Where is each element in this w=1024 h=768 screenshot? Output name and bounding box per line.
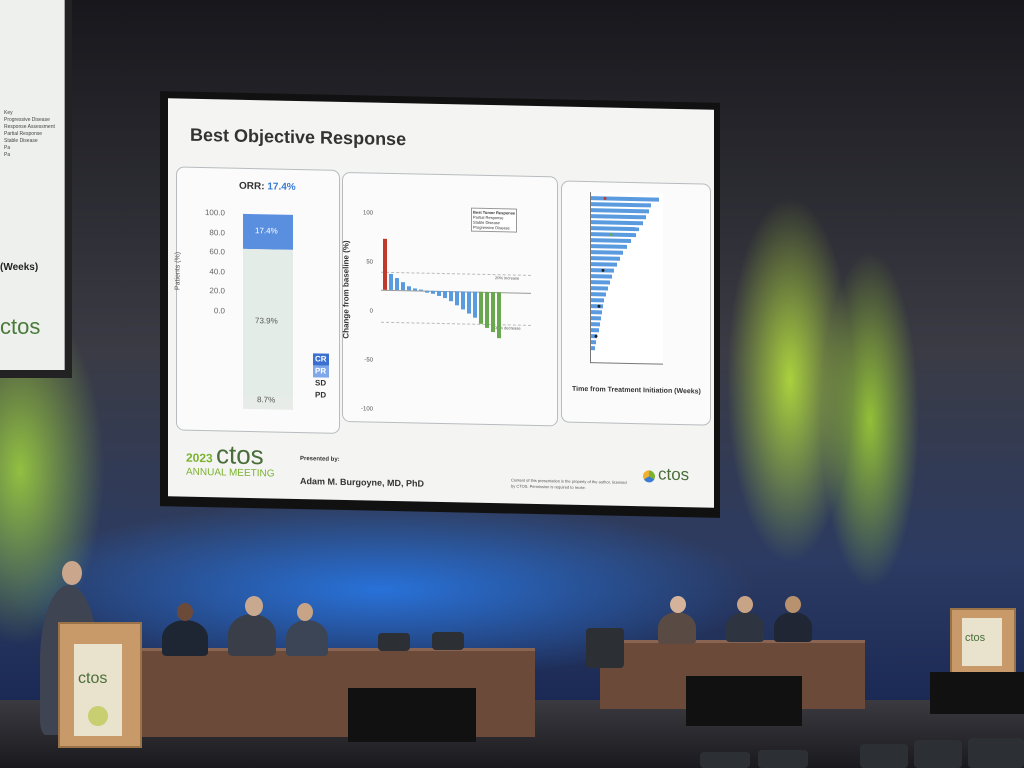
- response-legend: CR PR SD PD: [313, 353, 329, 400]
- audience-seat: [758, 750, 808, 768]
- stage-monitor: [930, 672, 1024, 714]
- y-ticks-left: 100.0 80.0 60.0 40.0 20.0 0.0: [204, 208, 225, 315]
- audience-seat: [700, 752, 750, 768]
- waterfall-panel: Change from baseline (%) 100 50 0 -50 -1…: [341, 171, 558, 427]
- orr-label: ORR: 17.4%: [239, 180, 296, 193]
- panelist-head: [670, 596, 686, 613]
- presenter-name: Adam M. Burgoyne, MD, PhD: [300, 476, 425, 489]
- pr-value: 17.4%: [255, 226, 278, 236]
- swimmer-x-label: Time from Treatment Initiation (Weeks): [572, 385, 701, 396]
- panelist: [286, 620, 328, 656]
- audience-seat: [914, 740, 962, 768]
- panelist: [162, 620, 208, 656]
- panelist-head: [177, 603, 193, 621]
- footer-logo-text: ctos: [658, 464, 690, 485]
- lectern-panel: ctos: [74, 644, 122, 736]
- lectern-logo: ctos: [78, 670, 108, 687]
- chair: [432, 632, 464, 650]
- y-axis-label-left: Patients (%): [174, 251, 182, 291]
- lectern-right-logo: ctos: [965, 632, 986, 644]
- panelist-head: [785, 596, 801, 613]
- lectern-emblem: [88, 706, 108, 726]
- waterfall-legend: Best Tumor Response Partial Response Sta…: [471, 207, 518, 233]
- ctos-logo-icon: [643, 470, 655, 483]
- presentation-slide: Best Objective Response ORR: 17.4% Patie…: [168, 98, 714, 508]
- left-projection-screen: Key Progressive Disease Response Assessm…: [0, 0, 72, 378]
- speaker-head: [62, 561, 82, 585]
- left-weeks-label: (Weeks): [0, 262, 39, 273]
- waterfall-y-label: Change from baseline (%): [341, 240, 351, 339]
- slide-title: Best Objective Response: [190, 124, 407, 150]
- pd-value: 8.7%: [257, 395, 276, 405]
- chair: [586, 628, 624, 668]
- panelist-head: [737, 596, 753, 613]
- chair: [378, 633, 410, 651]
- panelist: [228, 614, 276, 656]
- audience-seat: [968, 738, 1024, 768]
- panelist-head: [245, 596, 263, 616]
- orr-panel: ORR: 17.4% Patients (%) 100.0 80.0 60.0 …: [174, 166, 340, 434]
- swimmer-panel: Time from Treatment Initiation (Weeks): [561, 180, 711, 426]
- panelist: [658, 612, 696, 644]
- stage-monitor: [348, 688, 476, 742]
- left-legend: Key Progressive Disease Response Assessm…: [4, 110, 55, 158]
- sd-value: 73.9%: [255, 316, 278, 326]
- lectern-right: ctos: [950, 608, 1016, 674]
- lectern-left: ctos: [58, 622, 142, 748]
- copyright-notice: Content of this presentation is the prop…: [511, 477, 627, 491]
- footer-meeting: ANNUAL MEETING: [186, 466, 275, 480]
- presented-by-label: Presented by:: [300, 456, 340, 463]
- left-ctos-logo: ctos: [0, 314, 41, 339]
- panelist: [774, 612, 812, 642]
- panelist: [726, 612, 764, 642]
- footer-year: 2023: [186, 450, 213, 466]
- audience-seat: [860, 744, 908, 768]
- stage-monitor: [686, 676, 802, 726]
- waterfall-bars: [383, 238, 501, 339]
- swimmer-bars: [591, 196, 659, 351]
- panelist-head: [297, 603, 313, 621]
- lectern-right-panel: ctos: [962, 618, 1002, 666]
- waterfall-y-ticks: 100 50 0 -50 -100: [360, 210, 373, 413]
